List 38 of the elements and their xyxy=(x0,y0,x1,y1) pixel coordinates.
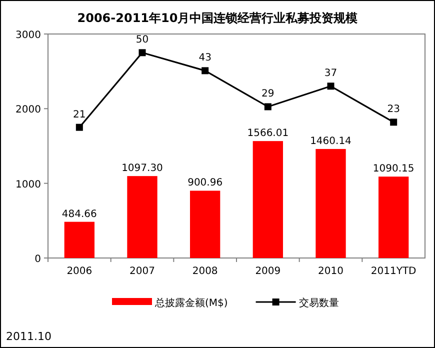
data-label: 1097.30 xyxy=(122,163,163,174)
point xyxy=(264,103,272,110)
data-label: 1460.14 xyxy=(310,136,352,147)
data-label: 484.66 xyxy=(62,208,97,220)
x-tick-label: 2011YTD xyxy=(370,266,417,277)
data-label: 900.96 xyxy=(188,178,223,189)
data-label: 43 xyxy=(198,52,212,64)
x-tick-label: 2009 xyxy=(255,266,281,277)
data-label: 50 xyxy=(136,34,149,46)
bar xyxy=(127,176,158,258)
point xyxy=(138,49,146,56)
point xyxy=(327,82,334,90)
text: 2011.10 xyxy=(6,330,52,343)
data-label: 1090.15 xyxy=(372,164,414,175)
point xyxy=(390,118,398,126)
legend-label: 交易数量 xyxy=(298,297,339,309)
data-label: 23 xyxy=(387,104,400,116)
y-tick-label: 1000 xyxy=(16,179,41,190)
data-label: 37 xyxy=(324,68,338,80)
x-tick-label: 2007 xyxy=(130,266,155,277)
data-label: 29 xyxy=(262,88,274,100)
y-tick-label: 3000 xyxy=(16,30,41,41)
legend-label: 总披露金额(M$) xyxy=(154,297,228,309)
point xyxy=(76,124,83,131)
chart-title: 2006-2011年10月中国连锁经营行业私募投资规模 xyxy=(77,11,358,25)
bar xyxy=(378,176,409,258)
data-label: 1566.01 xyxy=(247,128,289,140)
bar xyxy=(252,141,283,258)
y-tick-label: 2000 xyxy=(16,104,41,116)
y-tick-label: 0 xyxy=(34,254,41,265)
point xyxy=(202,67,209,74)
x-tick-label: 2010 xyxy=(318,266,344,277)
x-tick-label: 2006 xyxy=(66,266,92,277)
bar xyxy=(64,222,94,258)
x-tick-label: 2008 xyxy=(192,266,218,277)
data-label: 21 xyxy=(73,109,86,120)
bar xyxy=(190,190,220,258)
bar xyxy=(316,148,346,258)
